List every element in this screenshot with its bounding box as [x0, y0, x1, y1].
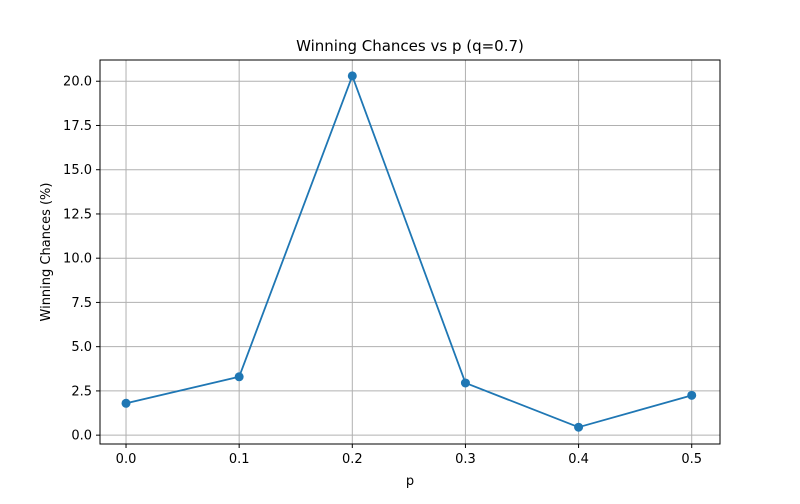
series-layer	[121, 71, 697, 432]
y-tick-label: 10.0	[63, 252, 92, 267]
data-point	[234, 372, 244, 382]
axis-ticks: 0.0 0.1 0.2 0.3 0.4 0.5 0.0 2.5 5.0 7.5 10.0 12.5 15…	[63, 75, 702, 467]
plot-area	[100, 60, 720, 444]
data-point	[574, 422, 584, 432]
y-tick-label: 7.5	[71, 296, 92, 311]
x-tick-label: 0.4	[568, 452, 589, 467]
data-point	[687, 390, 697, 400]
y-axis-label: Winning Chances (%)	[39, 183, 54, 322]
y-tick-label: 12.5	[63, 207, 92, 222]
y-tick-label: 17.5	[63, 119, 92, 134]
x-tick-label: 0.2	[342, 452, 363, 467]
x-tick-label: 0.3	[455, 452, 476, 467]
grid-lines	[100, 60, 720, 444]
series-line	[125, 75, 692, 429]
plot-frame	[99, 59, 721, 445]
data-point	[347, 71, 357, 81]
data-point	[121, 398, 131, 408]
x-tick-label: 0.0	[116, 452, 137, 467]
x-tick-label: 0.1	[229, 452, 250, 467]
y-tick-label: 20.0	[63, 75, 92, 90]
y-tick-label: 2.5	[71, 384, 92, 399]
y-tick-label: 5.0	[71, 340, 92, 355]
data-point	[460, 378, 470, 388]
chart-title: Winning Chances vs p (q=0.7)	[296, 37, 524, 55]
y-tick-label: 0.0	[71, 429, 92, 444]
x-axis-label: p	[406, 474, 414, 489]
x-tick-label: 0.5	[681, 452, 702, 467]
y-tick-label: 15.0	[63, 163, 92, 178]
